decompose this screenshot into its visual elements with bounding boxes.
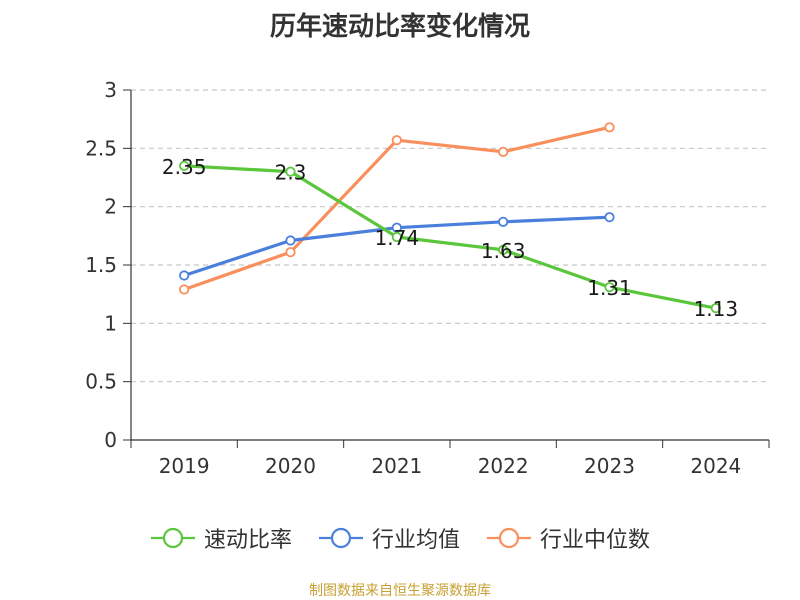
x-tick-label: 2023 (584, 454, 635, 478)
legend-label: 行业中位数 (540, 528, 651, 553)
y-tick-label: 1 (104, 311, 117, 335)
source-note: 制图数据来自恒生聚源数据库 (309, 583, 491, 599)
legend-label: 行业均值 (371, 528, 460, 553)
legend-line-circle-icon (150, 527, 195, 549)
data-point (498, 244, 509, 255)
y-tick-label: 0 (104, 428, 117, 452)
data-point (498, 146, 509, 157)
data-point (604, 282, 615, 293)
x-tick-label: 2020 (265, 454, 316, 478)
y-tick-label: 1.5 (85, 253, 117, 277)
x-tick-label: 2022 (478, 454, 529, 478)
x-tick-label: 2024 (690, 454, 741, 478)
data-point (391, 231, 402, 243)
data-label: 1.74 (375, 226, 420, 250)
data-point (391, 222, 402, 233)
series-line (182, 164, 718, 310)
data-label: 2.3 (275, 161, 307, 185)
data-point (285, 247, 296, 258)
data-point (604, 212, 615, 223)
data-point (179, 160, 190, 171)
data-point (498, 216, 509, 227)
data-label: 1.13 (694, 297, 739, 321)
data-point (179, 270, 190, 281)
y-tick-label: 0.5 (85, 370, 117, 394)
data-label: 1.31 (587, 276, 632, 300)
data-point (710, 303, 721, 314)
data-label: 2.35 (162, 155, 207, 179)
data-point (179, 284, 190, 295)
legend-label: 速动比率 (203, 528, 292, 553)
series-lines (179, 122, 721, 314)
data-labels: 2.35 2.3 1.74 1.63 1.31 1.13 (162, 155, 738, 321)
data-point (285, 235, 296, 246)
y-tick-label: 2.5 (85, 136, 117, 160)
grid-lines (131, 89, 769, 383)
legend-item[interactable]: 行业中位数 (486, 522, 650, 554)
y-tick-label: 3 (104, 78, 117, 102)
data-point (285, 166, 296, 177)
x-tick-label: 2019 (159, 454, 210, 478)
data-label: 1.63 (481, 239, 526, 263)
legend-line-circle-icon (318, 527, 363, 549)
legend-line-circle-icon (487, 527, 531, 549)
chart-title: 历年速动比率变化情况 (269, 12, 530, 42)
x-tick-label: 2021 (371, 454, 422, 478)
legend: 速动比率 行业均值 行业中位数 (0, 522, 800, 554)
data-point (604, 122, 615, 133)
y-tick-label: 2 (104, 195, 117, 219)
legend-item[interactable]: 行业均值 (318, 522, 460, 554)
axes: 0 0.5 1 1.5 2 2.5 3 2019 2020 2021 2022 2023 2024 (85, 78, 770, 478)
legend-item[interactable]: 速动比率 (150, 522, 292, 554)
data-point (391, 135, 402, 146)
